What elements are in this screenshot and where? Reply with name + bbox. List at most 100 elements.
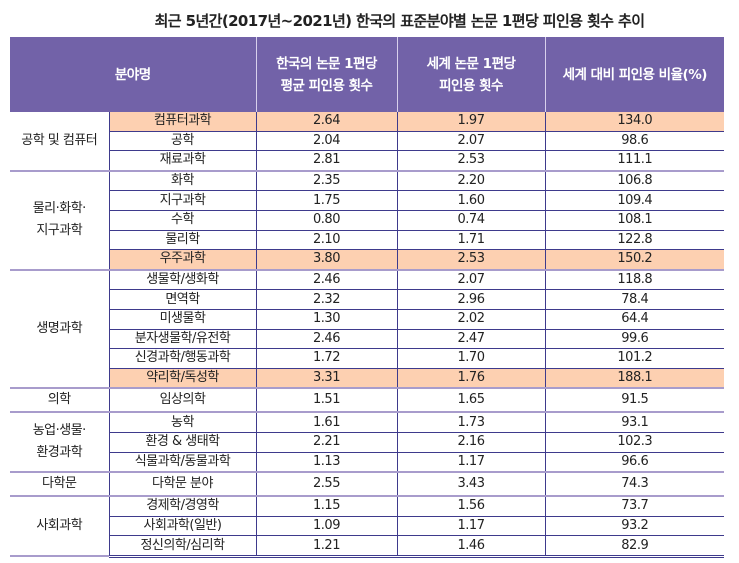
field-name: 수학	[108, 210, 257, 231]
korea-citations: 2.46	[255, 329, 398, 350]
table-row: 사회과학 경제학/경영학 1.15 1.56 73.7	[10, 496, 725, 558]
world-citations: 1.65	[396, 388, 546, 414]
table-row: 우주과학 3.80 2.53 150.2	[10, 249, 725, 271]
korea-citations: 2.81	[255, 150, 398, 172]
header-row: 분야명 한국의 논문 1편당 평균 피인용 횟수 세계 논문 1편당 피인용 횟…	[10, 37, 725, 112]
korea-citations: 2.04	[255, 131, 398, 152]
citation-ratio: 150.2	[544, 249, 725, 271]
world-citations: 0.74	[396, 210, 546, 231]
citation-ratio: 96.6	[544, 452, 725, 474]
field-name: 다학문 분야	[108, 472, 257, 498]
world-citations: 3.43	[396, 472, 546, 498]
citation-ratio: 99.6	[544, 329, 725, 350]
table-title: 최근 5년간(2017년~2021년) 한국의 표준분야별 논문 1편당 피인용…	[154, 12, 645, 30]
table-row: 농업·생물· 환경과학 농학 1.61 1.73 93.1	[10, 412, 725, 474]
table-row: 물리학 2.10 1.71 122.8	[10, 230, 725, 251]
world-citations: 1.17	[396, 516, 546, 537]
world-citations: 2.07	[396, 131, 546, 152]
korea-citations: 1.13	[255, 452, 398, 474]
citation-ratio: 73.7	[544, 496, 725, 517]
group-name: 사회과학	[10, 496, 109, 558]
world-citations: 2.53	[396, 150, 546, 172]
world-citations: 2.16	[396, 432, 546, 453]
field-name: 물리학	[108, 230, 257, 251]
field-name: 환경 & 생태학	[108, 432, 257, 453]
field-name: 분자생물학/유전학	[108, 329, 257, 350]
korea-citations: 3.31	[255, 368, 398, 390]
field-name: 재료과학	[108, 150, 257, 172]
citation-ratio: 102.3	[544, 432, 725, 453]
world-citations: 2.02	[396, 309, 546, 330]
citation-ratio: 82.9	[544, 535, 725, 558]
korea-citations: 1.15	[255, 496, 398, 517]
group-name: 다학문	[10, 472, 109, 498]
table-row: 재료과학 2.81 2.53 111.1	[10, 150, 725, 172]
korea-citations: 2.46	[255, 269, 398, 291]
field-name: 컴퓨터과학	[108, 112, 257, 132]
field-name: 경제학/경영학	[108, 496, 257, 517]
korea-citations: 2.64	[255, 112, 398, 132]
field-name: 임상의학	[108, 388, 257, 414]
group-name: 농업·생물· 환경과학	[10, 412, 109, 474]
korea-citations: 2.55	[255, 472, 398, 498]
group-name: 물리·화학· 지구과학	[10, 170, 109, 271]
group-name: 생명과학	[10, 269, 109, 390]
table-row: 생명과학 생물학/생화학 2.46 2.07 118.8	[10, 269, 725, 390]
korea-citations: 2.35	[255, 170, 398, 192]
citation-ratio: 93.1	[544, 412, 725, 433]
korea-citations: 1.72	[255, 348, 398, 369]
table-row: 약리학/독성학 3.31 1.76 188.1	[10, 368, 725, 390]
table-row: 미생물학 1.30 2.02 64.4	[10, 309, 725, 330]
table-row: 의학 임상의학 1.51 1.65 91.5	[10, 388, 725, 414]
world-citations: 1.46	[396, 535, 546, 558]
field-name: 지구과학	[108, 190, 257, 211]
korea-citations: 2.32	[255, 289, 398, 310]
citation-ratio: 74.3	[544, 472, 725, 498]
table-row: 수학 0.80 0.74 108.1	[10, 210, 725, 231]
field-name: 식물과학/동물과학	[108, 452, 257, 474]
citation-ratio: 122.8	[544, 230, 725, 251]
world-citations: 1.17	[396, 452, 546, 474]
group-name: 의학	[10, 388, 109, 414]
korea-citations: 1.61	[255, 412, 398, 433]
table-row: 정신의학/심리학 1.21 1.46 82.9	[10, 535, 725, 558]
field-name: 신경과학/행동과학	[108, 348, 257, 369]
group-name: 공학 및 컴퓨터	[10, 112, 109, 172]
citation-ratio: 108.1	[544, 210, 725, 231]
field-name: 사회과학(일반)	[108, 516, 257, 537]
korea-citations: 1.30	[255, 309, 398, 330]
korea-citations: 1.75	[255, 190, 398, 211]
citation-table: 분야명 한국의 논문 1편당 평균 피인용 횟수 세계 논문 1편당 피인용 횟…	[10, 37, 725, 558]
table-row: 다학문 다학문 분야 2.55 3.43 74.3	[10, 472, 725, 498]
table-row: 분자생물학/유전학 2.46 2.47 99.6	[10, 329, 725, 350]
table-row: 공학 및 컴퓨터 컴퓨터과학 2.64 1.97 134.0	[10, 112, 725, 172]
field-name: 공학	[108, 131, 257, 152]
world-citations: 1.70	[396, 348, 546, 369]
citation-ratio: 188.1	[544, 368, 725, 390]
field-name: 면역학	[108, 289, 257, 310]
world-citations: 2.20	[396, 170, 546, 192]
korea-citations: 2.21	[255, 432, 398, 453]
korea-citations: 3.80	[255, 249, 398, 271]
table-row: 공학 2.04 2.07 98.6	[10, 131, 725, 152]
korea-citations: 1.51	[255, 388, 398, 414]
field-name: 농학	[108, 412, 257, 433]
field-name: 정신의학/심리학	[108, 535, 257, 558]
korea-citations: 1.09	[255, 516, 398, 537]
world-citations: 2.96	[396, 289, 546, 310]
table-row: 면역학 2.32 2.96 78.4	[10, 289, 725, 310]
world-citations: 1.73	[396, 412, 546, 433]
field-name: 약리학/독성학	[108, 368, 257, 390]
table-row: 환경 & 생태학 2.21 2.16 102.3	[10, 432, 725, 453]
world-citations: 2.47	[396, 329, 546, 350]
citation-ratio: 109.4	[544, 190, 725, 211]
citation-ratio: 118.8	[544, 269, 725, 291]
table-row: 지구과학 1.75 1.60 109.4	[10, 190, 725, 211]
citation-ratio: 91.5	[544, 388, 725, 414]
citation-ratio: 101.2	[544, 348, 725, 369]
table-row: 식물과학/동물과학 1.13 1.17 96.6	[10, 452, 725, 474]
korea-citations: 0.80	[255, 210, 398, 231]
world-citations: 1.71	[396, 230, 546, 251]
world-citations: 1.56	[396, 496, 546, 517]
citation-ratio: 111.1	[544, 150, 725, 172]
